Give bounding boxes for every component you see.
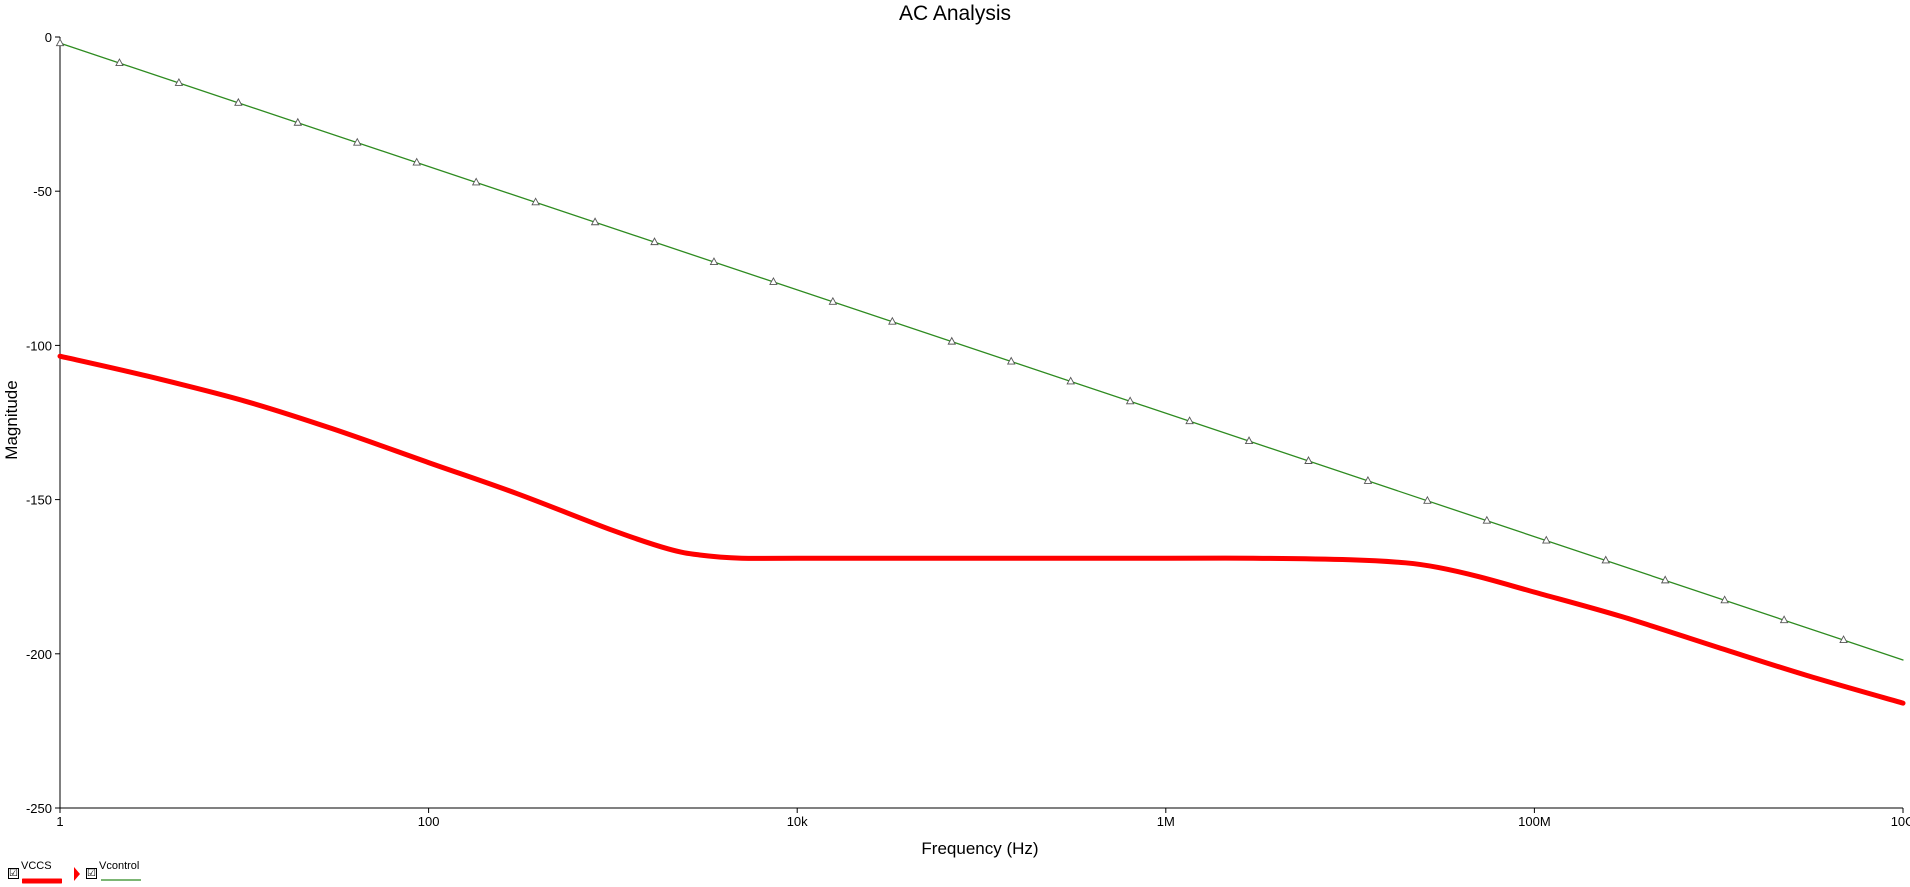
x-axis-title: Frequency (Hz) xyxy=(921,839,1038,858)
marker-triangle-icon xyxy=(590,217,600,226)
y-tick-label: -100 xyxy=(26,338,52,353)
y-axis-title: Magnitude xyxy=(2,380,21,459)
marker-triangle-icon xyxy=(412,157,421,166)
y-tick-label: -250 xyxy=(26,801,52,816)
marker-triangle-icon xyxy=(1006,356,1016,365)
x-tick-label: 100 xyxy=(418,814,440,829)
marker-triangle-icon xyxy=(1304,456,1313,464)
x-tick-label: 1 xyxy=(56,814,63,829)
marker-triangle-icon xyxy=(1660,575,1670,584)
marker-triangle-icon xyxy=(888,316,897,325)
x-tick-label: 10k xyxy=(787,814,808,829)
legend: ☑ VCCS ☑ Vcontrol xyxy=(8,860,176,884)
series-layer xyxy=(55,38,1906,706)
x-tick-label: 10G xyxy=(1891,814,1910,829)
marker-triangle-icon xyxy=(1839,635,1848,644)
marker-triangle-icon xyxy=(1185,416,1194,425)
marker-triangle-icon xyxy=(1601,555,1610,564)
marker-triangle-icon xyxy=(1066,376,1075,385)
series-vcontrol xyxy=(55,38,1904,661)
marker-triangle-icon xyxy=(353,137,362,146)
legend-item-vccs[interactable]: ☑ VCCS xyxy=(8,860,80,884)
legend-selector-arrow-icon[interactable] xyxy=(74,867,80,881)
legend-label-vccs: VCCS xyxy=(21,860,52,872)
x-tick-label: 100M xyxy=(1518,814,1551,829)
vcontrol-checkbox[interactable]: ☑ xyxy=(86,868,97,879)
y-tick-label: -200 xyxy=(26,647,52,662)
y-axis-ticks: 0 -50 -100 -150 -200 -250 xyxy=(26,30,60,816)
y-tick-label: 0 xyxy=(45,30,52,45)
marker-triangle-icon xyxy=(115,58,124,67)
marker-triangle-icon xyxy=(1423,495,1432,504)
legend-item-vcontrol[interactable]: ☑ Vcontrol xyxy=(86,860,176,881)
legend-label-vcontrol: Vcontrol xyxy=(99,860,140,872)
marker-triangle-icon xyxy=(947,336,957,345)
marker-triangle-icon xyxy=(55,38,65,47)
marker-triangle-icon xyxy=(1363,475,1373,484)
chart-title: AC Analysis xyxy=(899,2,1011,25)
series-line-vccs xyxy=(57,353,1906,706)
x-axis-ticks: 1 100 10k 1M 100M 10G xyxy=(56,808,1910,829)
marker-triangle-icon xyxy=(293,117,303,126)
marker-triangle-icon xyxy=(234,97,243,106)
marker-triangle-icon xyxy=(650,237,659,246)
y-tick-label: -150 xyxy=(26,493,52,508)
x-tick-label: 1M xyxy=(1157,814,1175,829)
series-vccs xyxy=(57,353,1906,706)
y-tick-label: -50 xyxy=(33,184,52,199)
vcontrol-line-swatch xyxy=(101,879,141,881)
marker-triangle-icon xyxy=(471,177,481,186)
series-line-vcontrol xyxy=(59,42,1904,661)
marker-triangle-icon xyxy=(769,276,778,285)
marker-triangle-icon xyxy=(709,257,719,265)
marker-triangle-icon xyxy=(1720,595,1729,604)
marker-triangle-icon xyxy=(1244,436,1254,445)
marker-triangle-icon xyxy=(1482,515,1492,524)
marker-triangle-icon xyxy=(531,197,540,206)
vccs-checkbox[interactable]: ☑ xyxy=(8,868,19,879)
marker-triangle-icon xyxy=(174,78,184,86)
marker-triangle-icon xyxy=(1542,535,1551,544)
vccs-line-swatch xyxy=(22,878,62,884)
plot-area xyxy=(59,37,1903,809)
marker-triangle-icon xyxy=(828,296,838,305)
marker-triangle-icon xyxy=(1779,615,1789,624)
marker-triangle-icon xyxy=(1125,396,1135,405)
